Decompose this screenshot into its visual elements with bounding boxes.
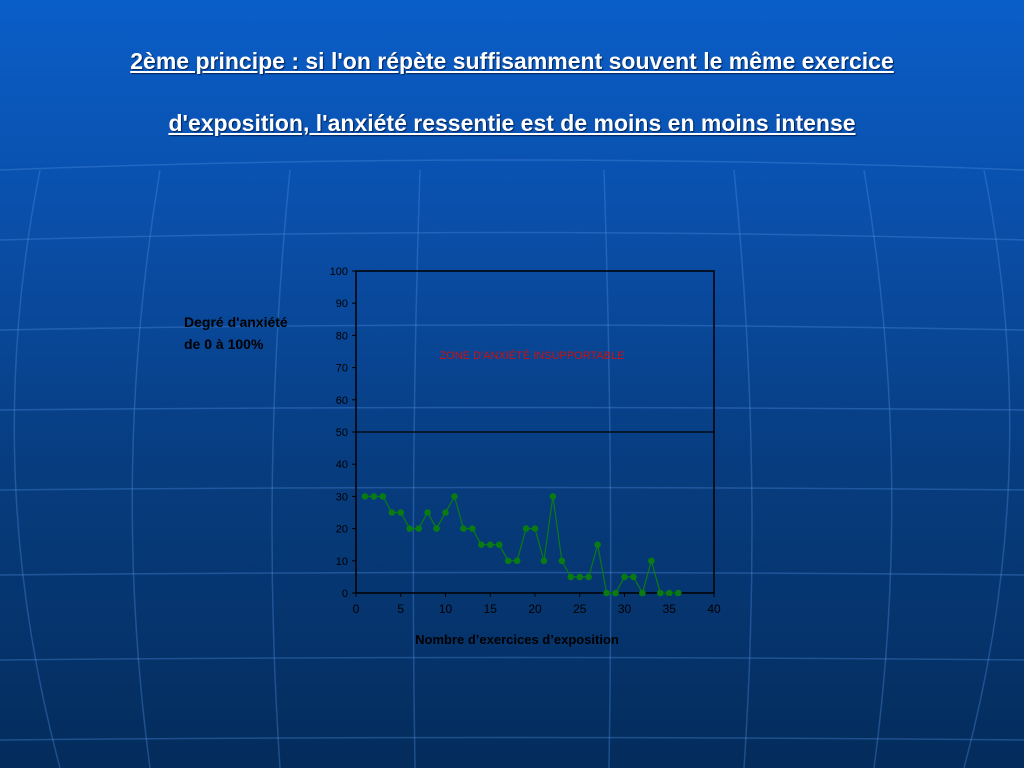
data-point — [558, 557, 566, 565]
data-point — [406, 525, 414, 532]
y-tick-label: 20 — [336, 524, 348, 536]
data-point — [665, 589, 673, 597]
data-point — [567, 573, 575, 581]
data-point — [648, 557, 655, 565]
y-tick-label: 40 — [336, 459, 348, 471]
x-tick-label: 10 — [439, 602, 453, 616]
data-point — [549, 493, 557, 500]
x-axis-label: Nombre d’exercices d’exposition — [415, 632, 619, 647]
data-point — [495, 541, 503, 548]
data-point — [630, 573, 637, 581]
data-point — [576, 573, 584, 581]
data-point — [522, 525, 530, 532]
x-tick-label: 5 — [397, 602, 404, 616]
x-tick-label: 25 — [573, 602, 587, 616]
x-tick-label: 0 — [353, 602, 360, 616]
data-point — [415, 525, 422, 532]
y-tick-label: 70 — [336, 363, 348, 375]
data-point — [469, 525, 476, 532]
y-tick-label: 90 — [336, 298, 348, 310]
x-tick-label: 20 — [528, 602, 542, 616]
data-point — [603, 589, 610, 597]
data-point — [451, 493, 458, 500]
x-tick-label: 15 — [484, 602, 498, 616]
data-point — [531, 525, 539, 532]
data-point — [433, 525, 440, 532]
data-point — [460, 525, 467, 532]
y-tick-label: 100 — [330, 266, 348, 278]
y-axis-label-line-1: Degré d'anxiété — [184, 314, 288, 330]
data-point — [513, 557, 521, 565]
data-point — [361, 493, 369, 500]
data-point — [370, 493, 378, 500]
x-tick-label: 35 — [663, 602, 677, 616]
y-tick-label: 80 — [336, 330, 348, 342]
y-tick-label: 0 — [342, 588, 348, 600]
data-point — [388, 509, 396, 516]
data-point — [621, 573, 628, 581]
data-point — [594, 541, 601, 548]
data-point — [657, 589, 664, 597]
data-point — [585, 573, 592, 581]
data-point — [442, 509, 449, 516]
x-tick-label: 30 — [618, 602, 632, 616]
y-tick-label: 30 — [336, 491, 348, 503]
y-axis-label-line-2: de 0 à 100% — [184, 336, 264, 352]
slide-title-line-2: d'exposition, l'anxiété ressentie est de… — [168, 110, 856, 136]
data-point — [397, 509, 405, 516]
data-point — [486, 541, 494, 548]
data-point — [540, 557, 548, 565]
data-point — [478, 541, 485, 548]
data-point — [379, 493, 387, 500]
x-tick-label: 40 — [707, 602, 721, 616]
y-tick-label: 10 — [336, 556, 348, 568]
y-tick-label: 60 — [336, 395, 348, 407]
slide-title-line-1: 2ème principe : si l'on répète suffisamm… — [130, 48, 894, 74]
data-point — [674, 589, 682, 597]
data-point — [639, 589, 646, 597]
zone-label: ZONE D'ANXIÉTÉ INSUPPORTABLE — [439, 349, 624, 362]
y-tick-label: 50 — [336, 427, 348, 439]
data-point — [424, 509, 431, 516]
data-point — [612, 589, 619, 597]
data-point — [504, 557, 512, 565]
